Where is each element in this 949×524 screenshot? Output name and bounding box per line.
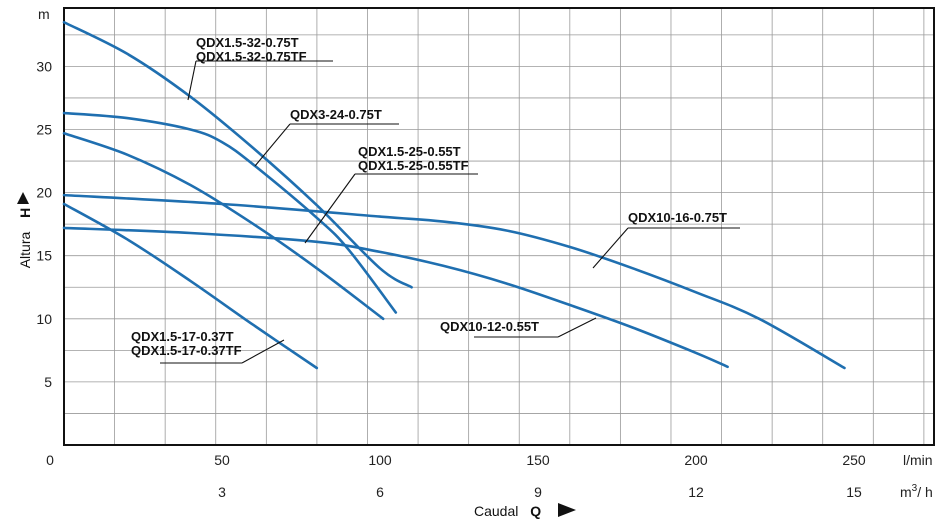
- y-tick-label: 25: [36, 122, 52, 138]
- x-tick-label-m3h: 3: [218, 484, 226, 500]
- x-arrow-icon: [558, 503, 576, 517]
- y-tick-label: 15: [36, 248, 52, 264]
- tick-labels: 5 10 15 20 25 30 0 50 100 150 200 250 3 6 9 12 15: [36, 58, 865, 500]
- x-tick-label-m3h: 9: [534, 484, 542, 500]
- y-axis-label: Altura: [17, 232, 33, 269]
- x-tick-label-lmin: 150: [526, 452, 550, 468]
- y-tick-label: 20: [36, 185, 52, 201]
- curve-label-5: QDX1.5-17-0.37T: [131, 329, 234, 344]
- y-unit: m: [38, 6, 50, 22]
- curve-label-5: QDX1.5-17-0.37TF: [131, 343, 242, 358]
- series-line-0: [62, 20, 413, 289]
- curve-label-2: QDX1.5-25-0.55T: [358, 144, 461, 159]
- curve-label-0: QDX1.5-32-0.75T: [196, 35, 299, 50]
- x-unit-primary: l/min: [903, 452, 933, 468]
- curves: [62, 20, 846, 370]
- x-tick-label-lmin: 250: [842, 452, 866, 468]
- x-tick-label-lmin: 0: [46, 452, 54, 468]
- label-leader-3: [592, 227, 629, 269]
- label-leader-0: [187, 60, 197, 101]
- label-leader-2: [304, 173, 356, 244]
- y-axis-symbol: H: [17, 208, 33, 218]
- grid: [64, 8, 934, 445]
- x-tick-label-lmin: 200: [684, 452, 708, 468]
- x-tick-label-m3h: 12: [688, 484, 704, 500]
- y-arrow-icon: [17, 192, 29, 204]
- label-leader-4: [557, 317, 597, 338]
- plot-frame: [63, 7, 935, 446]
- svg-text:Altura H: Altura H: [17, 208, 33, 269]
- x-unit-secondary: m3/ h: [900, 483, 933, 500]
- svg-text:Caudal Q: Caudal Q: [474, 503, 541, 519]
- curve-label-2: QDX1.5-25-0.55TF: [358, 158, 469, 173]
- y-tick-label: 30: [36, 58, 52, 74]
- series-line-3: [62, 193, 846, 370]
- y-axis-title: Altura H: [17, 192, 33, 268]
- x-axis-symbol: Q: [530, 503, 541, 519]
- label-leader-5: [241, 339, 285, 364]
- label-leaders: [160, 60, 740, 364]
- x-tick-label-m3h: 6: [376, 484, 384, 500]
- x-tick-label-lmin: 50: [214, 452, 230, 468]
- series-line-2: [62, 131, 385, 321]
- x-tick-label-lmin: 100: [368, 452, 392, 468]
- y-tick-label: 10: [36, 311, 52, 327]
- y-tick-label: 5: [44, 374, 52, 390]
- series-line-5: [62, 202, 319, 370]
- series-line-4: [62, 226, 729, 369]
- series-line-1: [62, 111, 398, 314]
- curve-label-4: QDX10-12-0.55T: [440, 319, 539, 334]
- curve-label-0: QDX1.5-32-0.75TF: [196, 49, 307, 64]
- x-axis-title: Caudal Q: [474, 503, 576, 519]
- x-axis-label: Caudal: [474, 503, 518, 519]
- curve-label-1: QDX3-24-0.75T: [290, 107, 382, 122]
- curve-label-3: QDX10-16-0.75T: [628, 210, 727, 225]
- label-leader-1: [254, 123, 291, 167]
- x-tick-label-m3h: 15: [846, 484, 862, 500]
